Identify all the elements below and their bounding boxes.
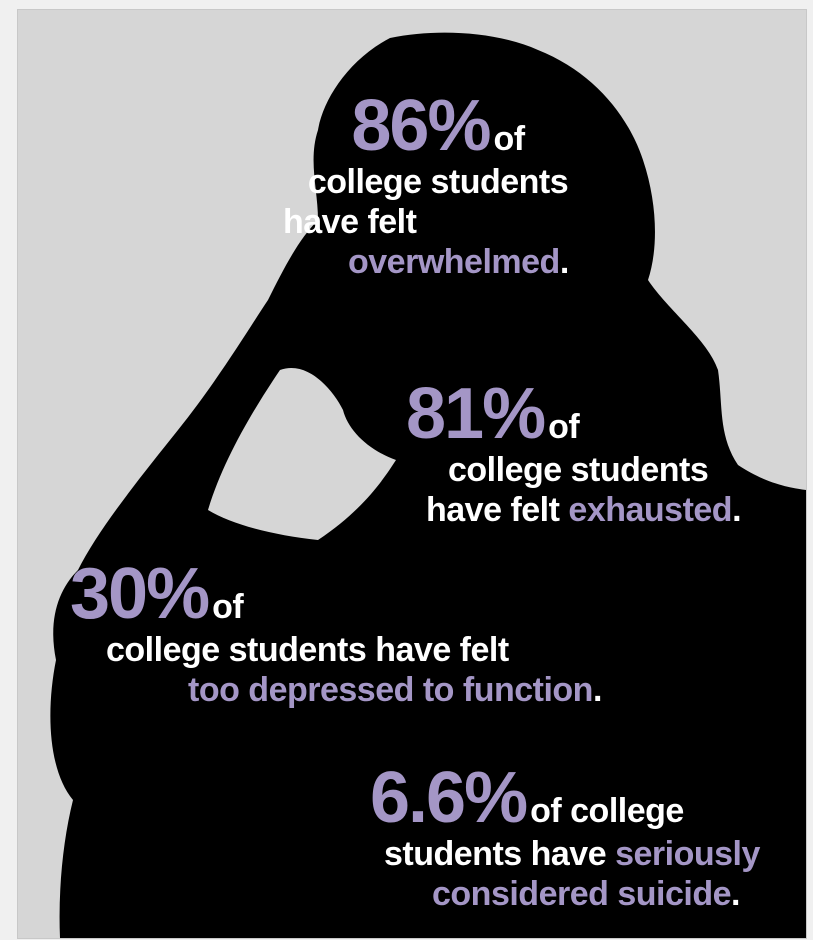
stat-percent: 6.6%	[370, 758, 528, 838]
stat-headline: 6.6% of college	[370, 762, 806, 834]
stat-highlight-line: too depressed to function.	[70, 670, 670, 710]
stat-period: .	[559, 243, 569, 281]
stat-depressed: 30% of college students have felt too dep…	[70, 558, 670, 710]
stat-overwhelmed: 86% of college students have felt overwhe…	[258, 90, 618, 282]
stat-of: of	[493, 120, 526, 158]
stat-percent: 30%	[70, 554, 210, 634]
stat-line-with-highlight: students have seriously	[370, 834, 806, 874]
stat-line: have felt	[426, 491, 560, 529]
stat-line: college students	[448, 451, 709, 489]
head-silhouette-illustration	[50, 32, 806, 938]
stat-exhausted: 81% of college students have felt exhaust…	[406, 378, 786, 530]
stat-highlight: exhausted	[568, 491, 733, 529]
stat-highlight-line: overwhelmed.	[258, 242, 618, 282]
stat-percent: 86%	[351, 86, 491, 166]
stat-line: college students have felt	[106, 631, 509, 669]
stat-line: have felt	[283, 203, 417, 241]
stat-suicide: 6.6% of college students have seriously c…	[370, 762, 806, 914]
stat-highlight: too depressed to function	[188, 671, 593, 709]
stat-highlight-line: have felt exhausted.	[406, 490, 786, 530]
stat-highlight-line: considered suicide.	[370, 874, 806, 914]
infographic-frame: 86% of college students have felt overwhe…	[18, 10, 806, 938]
stat-highlight-inline: seriously	[615, 835, 760, 873]
stat-percent: 81%	[406, 374, 546, 454]
stat-period: .	[731, 875, 740, 913]
stat-highlight: considered suicide	[432, 875, 732, 913]
stat-period: .	[592, 671, 602, 709]
stat-of: of college	[530, 792, 684, 830]
stat-period: .	[732, 491, 742, 529]
stat-headline: 81% of	[406, 378, 786, 450]
stat-headline: 86% of	[258, 90, 618, 162]
stat-of: of	[548, 408, 580, 446]
stat-line: students have	[384, 835, 607, 873]
stat-highlight: overwhelmed	[348, 243, 560, 281]
stat-line: college students	[307, 163, 569, 201]
stat-headline: 30% of	[70, 558, 670, 630]
stat-of: of	[212, 588, 244, 626]
